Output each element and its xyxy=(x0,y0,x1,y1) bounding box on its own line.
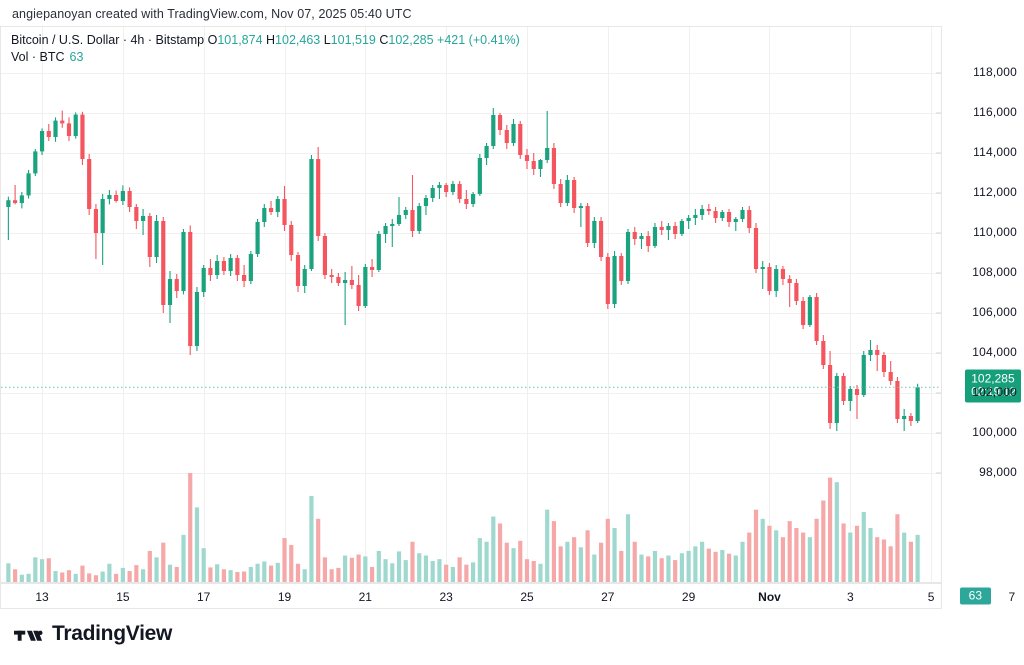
price-tick: 106,000 xyxy=(972,305,1017,319)
time-tick: 21 xyxy=(358,590,372,604)
price-pane[interactable]: Bitcoin / U.S. Dollar · 4h · Bitstamp O1… xyxy=(0,26,941,583)
time-tick: 27 xyxy=(601,590,615,604)
grid-lines xyxy=(1,27,941,582)
time-axis[interactable]: 13 15 17 19 21 23 25 27 29 Nov 3 5 7 xyxy=(0,583,1015,609)
price-tick: 114,000 xyxy=(973,145,1017,159)
price-tick: 98,000 xyxy=(979,465,1017,479)
time-tick: 13 xyxy=(35,590,49,604)
chart-container[interactable]: Bitcoin / U.S. Dollar · 4h · Bitstamp O1… xyxy=(0,26,1024,609)
tradingview-mark-icon xyxy=(14,630,43,641)
time-tick: 23 xyxy=(439,590,453,604)
price-tick: 100,000 xyxy=(972,425,1017,439)
price-tick: 116,000 xyxy=(973,105,1017,119)
bar-countdown: 02:19:12 xyxy=(971,386,1016,399)
price-tick: 108,000 xyxy=(972,265,1017,279)
price-axis[interactable]: 102,285 02:19:12 63 118,000 116,000 114,00… xyxy=(941,26,1024,609)
candlestick-series xyxy=(1,108,941,582)
time-tick: 19 xyxy=(277,590,292,604)
time-tick: 25 xyxy=(520,590,534,604)
time-tick: 5 xyxy=(927,590,935,604)
time-tick: 7 xyxy=(1008,590,1016,604)
current-price-value: 102,285 xyxy=(971,371,1015,386)
time-tick: 29 xyxy=(681,590,696,604)
time-tick: 3 xyxy=(846,590,854,604)
price-tick: 102,000 xyxy=(972,385,1017,399)
watermark-credit: angiepanoyan created with TradingView.co… xyxy=(12,7,412,21)
time-tick: 17 xyxy=(197,590,211,604)
volume-badge[interactable]: 63 xyxy=(959,587,991,605)
current-price-badge[interactable]: 102,285 02:19:12 xyxy=(965,369,1021,403)
price-tick: 104,000 xyxy=(972,345,1017,359)
price-tick: 110,000 xyxy=(973,225,1017,239)
tradingview-wordmark: TradingView xyxy=(52,622,173,645)
time-tick: 15 xyxy=(116,590,130,604)
time-tick: Nov xyxy=(758,590,781,604)
tradingview-logo[interactable]: TradingView xyxy=(14,622,172,646)
price-tick: 112,000 xyxy=(973,185,1017,199)
price-tick: 118,000 xyxy=(973,65,1017,79)
